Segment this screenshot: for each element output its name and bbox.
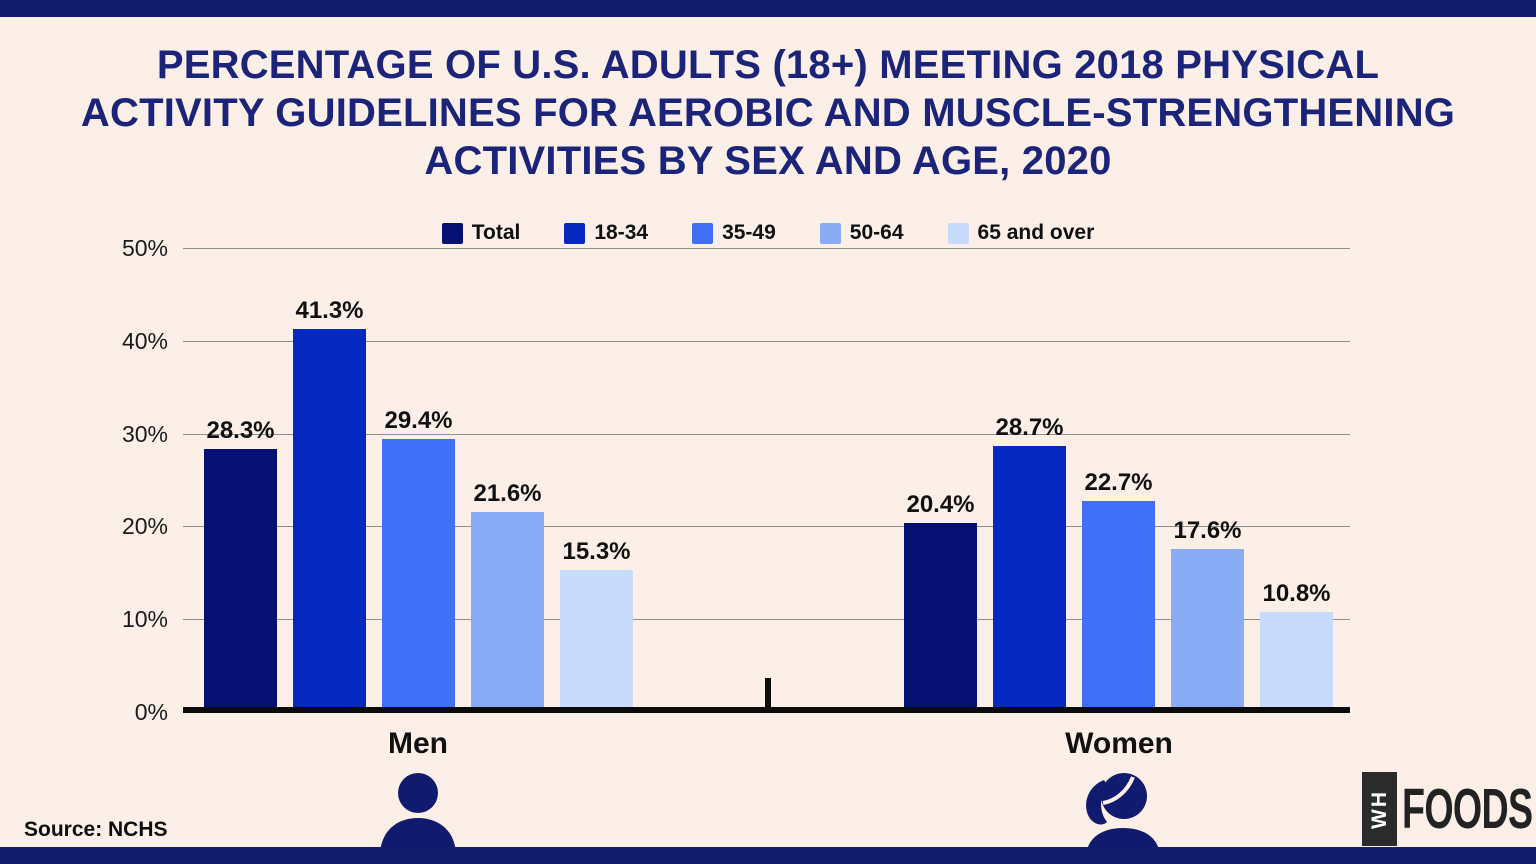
bar-value-label: 21.6%: [473, 480, 542, 507]
y-axis-tick-label: 20%: [121, 513, 168, 539]
bar-women-65-and-over: [1260, 612, 1333, 712]
top-accent-band: [0, 0, 1536, 17]
bar-women-total: [904, 523, 977, 712]
y-axis-tick-label: 40%: [121, 328, 168, 354]
bar-men-35-49: [382, 439, 455, 712]
bar-value-label: 28.7%: [995, 414, 1064, 441]
logo-main-text: FOODS: [1402, 777, 1533, 841]
bar-men-total: [204, 449, 277, 712]
legend-item-50-64: 50-64: [819, 221, 904, 245]
legend-swatch-icon: [692, 222, 714, 244]
logo-vertical-box: WH: [1362, 772, 1397, 846]
y-axis-tick-label: 50%: [121, 235, 168, 261]
bar-women-18-34: [993, 446, 1066, 712]
group-label-women: Women: [1065, 727, 1173, 760]
bottom-accent-band: [0, 847, 1536, 864]
legend-item-65-and-over: 65 and over: [947, 221, 1095, 245]
gridline-20pct: [183, 526, 1350, 527]
legend-label: Total: [471, 221, 521, 244]
whfoods-logo: WH FOODS: [1362, 772, 1536, 846]
legend-item-total: Total: [441, 221, 521, 245]
legend-label: 65 and over: [977, 221, 1095, 244]
y-axis-tick-label: 30%: [121, 421, 168, 447]
gridline-30pct: [183, 434, 1350, 435]
bar-value-label: 10.8%: [1262, 580, 1331, 607]
y-axis-tick-label: 0%: [134, 699, 168, 725]
gridline-10pct: [183, 619, 1350, 620]
y-axis-tick-label: 10%: [121, 606, 168, 632]
chart-title-line-2: ACTIVITY GUIDELINES FOR AEROBIC AND MUSC…: [80, 91, 1456, 135]
chart-legend: Total 18-34 35-49 50-64 65 and over: [0, 221, 1536, 245]
bar-men-65-and-over: [560, 570, 633, 712]
bar-value-label: 17.6%: [1173, 517, 1242, 544]
legend-item-18-34: 18-34: [564, 221, 648, 245]
bar-men-18-34: [293, 329, 366, 712]
legend-swatch-icon: [564, 222, 586, 244]
bar-value-label: 20.4%: [906, 491, 975, 518]
gridline-40pct: [183, 341, 1350, 342]
source-label: Source: NCHS: [24, 818, 168, 841]
logo-vertical-text: WH: [1367, 789, 1391, 829]
x-axis-line: [183, 707, 1350, 713]
bar-value-label: 28.3%: [206, 417, 275, 444]
group-label-men: Men: [388, 727, 448, 760]
chart-title: PERCENTAGE OF U.S. ADULTS (18+) MEETING …: [0, 41, 1536, 185]
bar-men-50-64: [471, 512, 544, 712]
legend-label: 18-34: [594, 221, 649, 244]
legend-swatch-icon: [819, 222, 841, 244]
bar-value-label: 41.3%: [295, 297, 364, 324]
bar-women-35-49: [1082, 501, 1155, 712]
legend-swatch-icon: [947, 222, 969, 244]
bar-women-50-64: [1171, 549, 1244, 712]
chart-title-line-3: ACTIVITIES BY SEX AND AGE, 2020: [424, 139, 1112, 183]
group-divider-tick: [765, 678, 771, 708]
legend-label: 35-49: [722, 221, 776, 244]
legend-label: 50-64: [849, 221, 904, 244]
legend-item-35-49: 35-49: [692, 221, 776, 245]
bar-value-label: 15.3%: [562, 538, 631, 565]
chart-title-line-1: PERCENTAGE OF U.S. ADULTS (18+) MEETING …: [156, 43, 1380, 87]
bar-value-label: 29.4%: [384, 407, 453, 434]
gridline-50pct: [183, 248, 1350, 249]
bar-value-label: 22.7%: [1084, 469, 1153, 496]
legend-swatch-icon: [441, 222, 463, 244]
